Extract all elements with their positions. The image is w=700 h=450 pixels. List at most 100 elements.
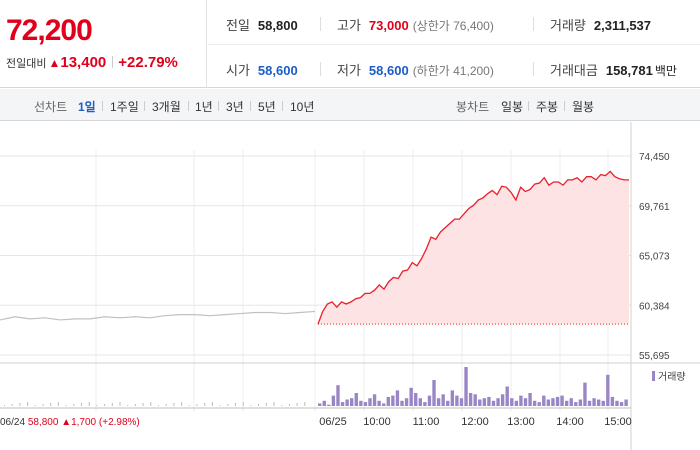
divider [320,17,321,31]
volume-bar [615,400,619,406]
volume-bar-prev-day [219,405,221,406]
volume-bar [564,400,569,406]
volume-bar-prev-day [88,402,90,406]
stat-low: 저가 58,600 (하한가 41,200) [337,60,494,79]
volume-bar-prev-day [165,404,167,406]
volume-bar-prev-day [65,405,67,406]
volume-bar [423,402,427,406]
tab-monthly-candle[interactable]: 월봉 [572,100,595,114]
volume-bar [596,399,601,406]
volume-bar-prev-day [104,404,106,406]
volume-bar [363,402,368,406]
upper-limit: (상한가 76,400) [412,19,494,33]
stat-value: 2,311,537 [593,18,652,33]
volume-bar [519,395,523,406]
stat-prev-close: 전일 58,800 [226,15,298,34]
volume-bar [372,394,377,406]
x-tick-label: 14:00 [556,416,584,428]
divider [282,101,283,111]
volume-bar-prev-day [265,403,267,406]
tab-1day[interactable]: 1일 [78,100,96,114]
tab-weekly-candle[interactable]: 주봉 [536,100,559,114]
volume-bar [400,400,404,406]
stat-open: 시가 58,600 [226,60,298,79]
stat-label: 전일 [226,18,250,33]
volume-bar-prev-day [173,403,175,406]
volume-bar [496,398,500,406]
volume-bar-prev-day [211,402,213,406]
volume-bar [331,395,336,406]
volume-bar-prev-day [304,402,306,406]
volume-bar [583,382,587,406]
tab-1week[interactable]: 1주일 [110,100,139,114]
volume-bar [459,398,464,406]
volume-bar [551,398,555,406]
chart-period-tabs: 선차트 1일 1주일 3개월 1년 3년 5년 10년 봉차트 일봉 주봉 월봉 [0,89,700,121]
volume-bar-prev-day [196,404,198,406]
volume-bar [610,396,615,406]
divider [208,44,700,45]
volume-bar-prev-day [134,404,136,406]
y-tick-label: 55,695 [639,351,670,362]
volume-bar-prev-day [158,405,159,406]
volume-bar [569,398,573,406]
volume-bar [455,395,459,406]
volume-bar-prev-day [227,404,229,406]
x-tick-label: 13:00 [507,416,535,428]
volume-bar-prev-day [142,403,144,406]
volume-bar [322,400,326,406]
tab-10year[interactable]: 10년 [290,100,315,114]
tab-3month[interactable]: 3개월 [152,100,181,114]
tab-5year[interactable]: 5년 [258,100,276,114]
volume-bar [432,380,436,406]
x-tick-label: 12:00 [461,416,489,428]
volume-bar-prev-day [273,402,275,406]
volume-bar [318,403,322,406]
volume-bar-prev-day [27,402,29,406]
volume-bar-prev-day [188,405,190,406]
volume-bar [523,398,528,406]
volume-bar [478,399,482,406]
volume-bar [505,386,509,406]
y-tick-label: 65,073 [639,252,670,263]
volume-bar-prev-day [242,402,244,406]
stat-value: 58,600 [257,63,298,78]
tab-daily-candle[interactable]: 일봉 [501,100,524,114]
volume-bar [368,398,372,406]
volume-bar-prev-day [296,403,298,406]
volume-bar-prev-day [119,402,121,406]
divider [528,101,529,111]
volume-bar-prev-day [73,404,75,406]
y-tick-label: 60,384 [639,301,670,312]
volume-bar [391,395,395,406]
price-area-fill [318,171,629,325]
tab-1year[interactable]: 1년 [195,100,213,114]
volume-bar [386,396,390,406]
volume-bar [427,395,432,406]
line-chart-label: 선차트 [34,100,68,114]
volume-bar [487,396,491,406]
tab-3year[interactable]: 3년 [226,100,244,114]
divider [102,101,103,111]
divider [320,62,321,76]
volume-bar-prev-day [288,404,290,406]
volume-bar [468,393,473,406]
stat-label: 거래량 [550,18,586,33]
volume-bar [409,387,413,406]
volume-bar [532,400,537,406]
volume-bar-prev-day [4,405,5,406]
volume-bar [473,394,477,406]
volume-bar [624,399,628,406]
quote-header: 72,200 전일대비 ▲13,400 +22.79% 전일 58,800 고가 73,… [0,0,700,88]
volume-bar [414,393,418,406]
previous-day-line [0,310,316,321]
change-label: 전일대비 [6,58,47,70]
volume-bar [395,390,400,406]
volume-bar-prev-day [96,405,98,406]
volume-bar [436,398,441,406]
volume-bar [574,402,578,406]
volume-bar-prev-day [281,405,283,406]
stat-value: 73,000 [368,18,409,33]
stat-label: 저가 [337,63,361,78]
x-tick-label: 06/25 [319,416,347,428]
